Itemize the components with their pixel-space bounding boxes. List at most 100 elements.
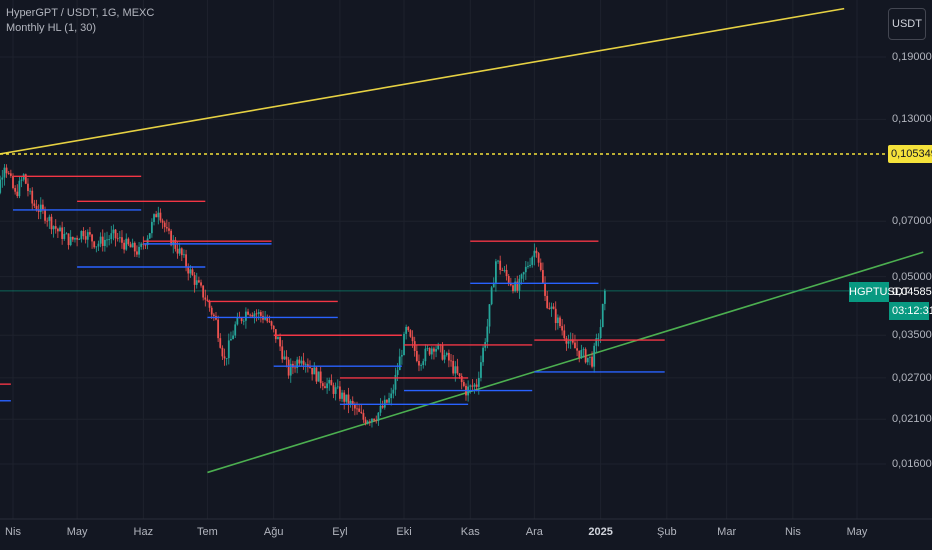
candle-body: [582, 349, 585, 351]
candle-body: [37, 210, 40, 212]
candle-body: [82, 231, 85, 237]
candle-body: [426, 348, 429, 350]
candle-body: [1, 177, 4, 180]
candle-body: [20, 179, 23, 181]
candle-body: [388, 398, 390, 403]
candle-body: [93, 241, 96, 248]
candle-body: [78, 239, 81, 240]
candle-body: [35, 205, 38, 211]
candle-body: [552, 306, 555, 309]
indicator-label[interactable]: Monthly HL (1, 30): [6, 22, 97, 34]
candle-body: [567, 341, 570, 344]
price-line-badge: 0,105349: [888, 145, 932, 163]
candle-body: [251, 315, 254, 317]
candle-body: [155, 214, 158, 218]
candle-body: [91, 234, 93, 242]
candle-body: [3, 167, 6, 178]
candle-body: [462, 382, 465, 386]
time-tick-label: May: [66, 526, 88, 538]
candle-body: [505, 269, 508, 277]
candle-body: [0, 179, 2, 193]
candle-body: [170, 230, 173, 246]
symbol-title[interactable]: HyperGPT / USDT, 1G, MEXC: [6, 7, 155, 19]
candle-body: [101, 236, 104, 246]
candle-body: [44, 209, 46, 221]
last-price-value: 0,045856: [892, 286, 932, 298]
candle-body: [86, 232, 89, 240]
candle-body: [309, 367, 311, 368]
candle-body: [480, 362, 482, 378]
candle-body: [106, 239, 108, 241]
candle-body: [477, 377, 480, 387]
candle-body: [343, 392, 346, 402]
candle-body: [191, 269, 194, 276]
candle-body: [187, 266, 190, 274]
candle-body: [360, 411, 363, 414]
candles: [0, 164, 606, 428]
candle-body: [601, 303, 604, 328]
candle-body: [234, 324, 237, 336]
candle-body: [499, 260, 502, 270]
candle-body: [125, 238, 128, 250]
candle-body: [172, 239, 175, 246]
candle-body: [253, 313, 256, 317]
trendline: [0, 7, 845, 155]
candle-body: [89, 232, 91, 235]
time-tick-label: Şub: [657, 526, 677, 538]
candle-body: [63, 233, 66, 239]
candle-body: [285, 356, 288, 360]
candle-body: [178, 248, 181, 254]
candle-body: [554, 308, 557, 324]
time-tick-label: Eki: [396, 526, 412, 538]
candle-body: [501, 269, 504, 271]
candle-body: [108, 239, 111, 240]
time-tick-label: Ara: [525, 526, 543, 538]
candle-body: [522, 272, 525, 275]
candle-body: [460, 376, 463, 383]
candle-body: [236, 317, 239, 325]
candle-body: [33, 203, 36, 206]
candle-body: [67, 233, 70, 246]
candle-body: [535, 250, 538, 254]
candle-body: [413, 341, 416, 351]
candle-body: [593, 345, 596, 367]
time-tick-label: Mar: [717, 526, 737, 538]
candle-body: [377, 412, 380, 421]
candle-body: [189, 269, 192, 274]
candle-body: [326, 383, 328, 389]
candle-body: [29, 190, 31, 192]
candle-body: [97, 243, 100, 247]
candle-body: [420, 365, 423, 366]
time-tick-label: Ağu: [263, 526, 284, 538]
candle-body: [95, 246, 98, 248]
candle-body: [441, 345, 444, 360]
candle-body: [445, 352, 448, 356]
time-tick-label: 2025: [588, 526, 613, 538]
candle-body: [458, 373, 461, 377]
candle-body: [247, 311, 249, 315]
candle-body: [390, 393, 393, 399]
candle-body: [294, 367, 296, 369]
candle-body: [193, 275, 196, 285]
candle-body: [61, 227, 64, 239]
candle-body: [163, 222, 166, 228]
candle-body: [353, 404, 356, 409]
candle-body: [279, 337, 281, 347]
candle-body: [336, 386, 339, 388]
candle-body: [9, 173, 12, 176]
candle-body: [56, 228, 59, 232]
candle-body: [296, 359, 299, 368]
candle-body: [287, 359, 290, 376]
candle-body: [242, 320, 245, 322]
candle-body: [159, 212, 162, 221]
candle-body: [204, 297, 207, 300]
candle-body: [516, 281, 519, 291]
candle-body: [403, 333, 405, 356]
trendlines: [0, 7, 924, 474]
candle-body: [351, 400, 354, 405]
currency-button[interactable]: USDT: [888, 8, 926, 40]
candle-body: [123, 242, 126, 250]
